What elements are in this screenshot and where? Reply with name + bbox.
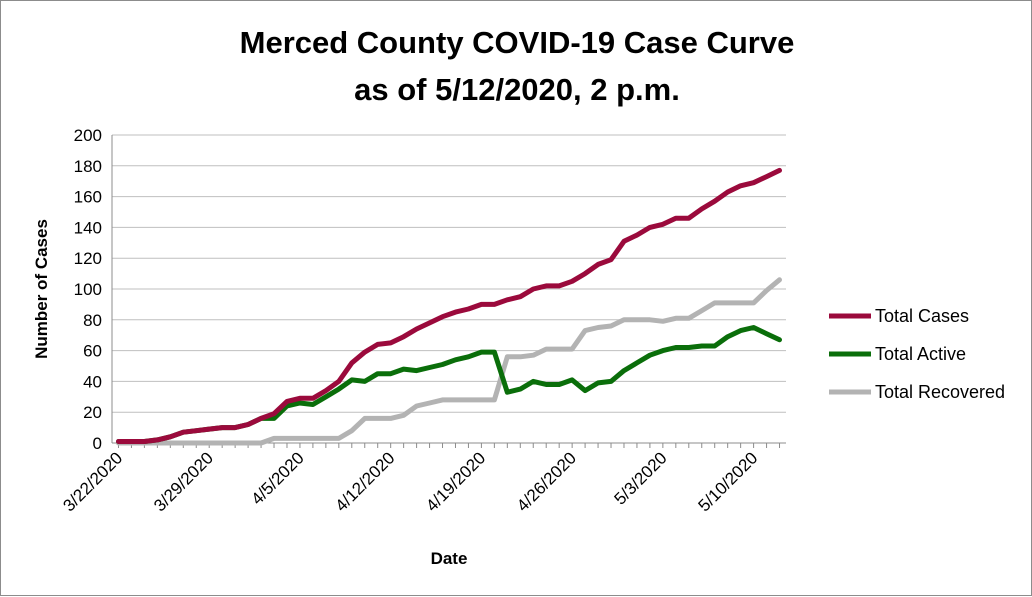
x-tick-label: 3/29/2020: [150, 448, 217, 515]
y-tick-label: 80: [83, 311, 102, 330]
x-axis-title: Date: [431, 549, 468, 568]
x-tick-label: 3/22/2020: [59, 448, 126, 515]
gridlines: [112, 134, 786, 413]
x-tick-label: 4/12/2020: [332, 448, 399, 515]
y-tick-labels: 0 20 40 60 80 100 120 140 160 180 200: [74, 126, 102, 453]
y-tick-label: 40: [83, 372, 102, 391]
x-tick-label: 4/19/2020: [422, 448, 489, 515]
y-tick-label: 140: [74, 218, 102, 237]
y-tick-label: 120: [74, 249, 102, 268]
x-tick-label: 5/3/2020: [610, 448, 670, 508]
y-tick-label: 60: [83, 342, 102, 361]
y-axis-title: Number of Cases: [32, 219, 51, 359]
legend-label-total-active: Total Active: [875, 344, 966, 364]
y-tick-label: 0: [93, 434, 102, 453]
y-tick-label: 100: [74, 280, 102, 299]
y-tick-label: 20: [83, 403, 102, 422]
series-line-total-recovered: [116, 277, 782, 446]
y-tick-label: 160: [74, 188, 102, 207]
y-tick-label: 180: [74, 157, 102, 176]
chart-subtitle: as of 5/12/2020, 2 p.m.: [354, 72, 680, 107]
series-lines: [116, 167, 782, 446]
y-tick-label: 200: [74, 126, 102, 145]
legend: Total Cases Total Active Total Recovered: [829, 306, 1005, 402]
legend-label-total-recovered: Total Recovered: [875, 382, 1005, 402]
x-tick-label: 4/5/2020: [248, 448, 308, 508]
legend-label-total-cases: Total Cases: [875, 306, 969, 326]
x-tick-label: 5/10/2020: [695, 448, 762, 515]
series-line-total-active: [116, 325, 782, 444]
x-tick-labels: 3/22/2020 3/29/2020 4/5/2020 4/12/2020 4/19/…: [59, 448, 761, 515]
x-tick-label: 4/26/2020: [513, 448, 580, 515]
chart-title: Merced County COVID-19 Case Curve: [240, 25, 795, 60]
series-line-total-cases: [116, 167, 782, 444]
